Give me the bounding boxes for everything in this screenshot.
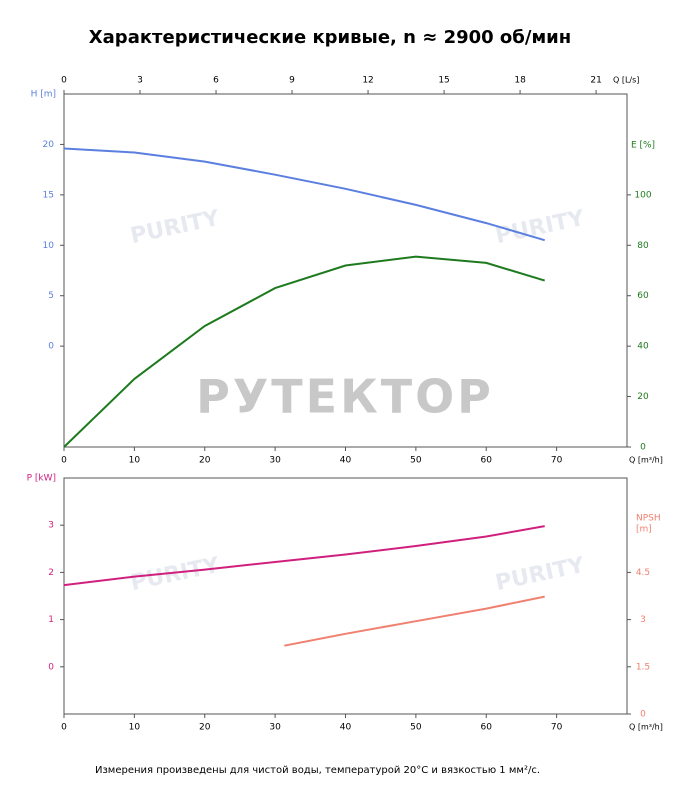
logo: PURITY bbox=[128, 553, 222, 596]
x-tick-label: 40 bbox=[340, 456, 352, 466]
series-line bbox=[284, 595, 545, 647]
x-tick-label: 0 bbox=[61, 723, 67, 733]
logo: PURITY bbox=[493, 553, 587, 596]
x-tick-label: 30 bbox=[269, 456, 281, 466]
y-axis-label: P [kW] bbox=[27, 474, 56, 484]
x-tick-label: 40 bbox=[340, 723, 352, 733]
x2-axis-label: Q [L/s] bbox=[613, 76, 639, 85]
y2-axis-label: NPSH bbox=[636, 514, 661, 524]
logo: PURITY bbox=[493, 206, 587, 249]
footnote: Измерения произведены для чистой воды, т… bbox=[95, 765, 540, 776]
y-tick-label: 0 bbox=[48, 342, 54, 352]
x2-tick-label: 9 bbox=[289, 76, 295, 86]
chart-title: Характеристические кривые, n ≈ 2900 об/м… bbox=[89, 27, 571, 48]
x-axis-label: Q [m³/h] bbox=[629, 456, 663, 465]
y2-tick-label: 1.5 bbox=[636, 662, 650, 672]
y2-tick-label: 40 bbox=[637, 342, 649, 352]
x2-tick-label: 6 bbox=[213, 76, 219, 86]
y-axis-label: H [m] bbox=[31, 90, 56, 100]
plot-frame bbox=[63, 477, 628, 715]
y-tick-label: 1 bbox=[48, 615, 54, 625]
y-tick-label: 2 bbox=[48, 568, 54, 578]
y2-tick-label: 0 bbox=[640, 443, 646, 453]
series-line bbox=[63, 147, 545, 242]
y-tick-label: 3 bbox=[48, 521, 54, 531]
y2-tick-label: 60 bbox=[637, 291, 649, 301]
x-tick-label: 60 bbox=[481, 456, 493, 466]
x-tick-label: 10 bbox=[129, 723, 141, 733]
y-tick-label: 5 bbox=[48, 291, 54, 301]
x-tick-label: 50 bbox=[410, 456, 422, 466]
y2-axis-label: E [%] bbox=[631, 140, 655, 150]
x-tick-label: 10 bbox=[129, 456, 141, 466]
x-tick-label: 70 bbox=[551, 723, 563, 733]
x2-tick-label: 12 bbox=[362, 76, 373, 86]
x-tick-label: 30 bbox=[269, 723, 281, 733]
x-tick-label: 0 bbox=[61, 456, 67, 466]
series-line bbox=[63, 525, 545, 587]
y-tick-label: 15 bbox=[43, 190, 54, 200]
x2-tick-label: 18 bbox=[514, 76, 526, 86]
x-tick-label: 20 bbox=[199, 456, 211, 466]
logo: PURITY bbox=[128, 206, 222, 249]
x2-tick-label: 21 bbox=[590, 76, 601, 86]
x2-tick-label: 3 bbox=[137, 76, 143, 86]
y2-tick-label: 3 bbox=[640, 615, 646, 625]
y2-tick-label: 80 bbox=[637, 241, 649, 251]
x-tick-label: 50 bbox=[410, 723, 422, 733]
y2-tick-label: 0 bbox=[640, 710, 646, 720]
x2-tick-label: 0 bbox=[61, 76, 67, 86]
y-tick-label: 10 bbox=[43, 241, 55, 251]
x-tick-label: 60 bbox=[481, 723, 493, 733]
series-line bbox=[63, 255, 545, 448]
x-axis-label: Q [m³/h] bbox=[629, 723, 663, 732]
x-tick-label: 20 bbox=[199, 723, 211, 733]
watermark: РУТЕКТОР bbox=[196, 370, 494, 424]
y2-tick-label: 4.5 bbox=[636, 568, 650, 578]
y2-axis-label: [m] bbox=[636, 525, 652, 535]
x-tick-label: 70 bbox=[551, 456, 563, 466]
y2-tick-label: 100 bbox=[634, 190, 651, 200]
y-tick-label: 20 bbox=[43, 140, 55, 150]
y2-tick-label: 20 bbox=[637, 392, 649, 402]
x2-tick-label: 15 bbox=[438, 76, 449, 86]
y-tick-label: 0 bbox=[48, 662, 54, 672]
